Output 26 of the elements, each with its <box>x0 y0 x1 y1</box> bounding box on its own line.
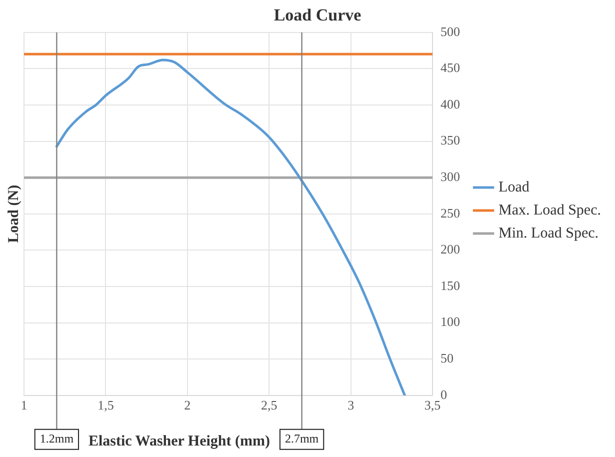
y-tick-label: 300 <box>440 169 460 184</box>
x-tick-label: 2,5 <box>260 398 278 413</box>
legend-label: Min. Load Spec. <box>498 225 599 242</box>
y-tick-label: 50 <box>440 350 454 366</box>
chart-title: Load Curve <box>274 6 362 25</box>
legend-label: Max. Load Spec. <box>498 202 602 218</box>
ref-line-label: 2.7mm <box>284 432 320 446</box>
y-tick-label: 350 <box>440 132 460 148</box>
y-tick-label: 400 <box>440 96 460 112</box>
y-tick-label: 150 <box>440 278 460 293</box>
y-tick-label: 250 <box>440 205 460 220</box>
y-tick-label: 450 <box>440 60 460 76</box>
y-tick-label: 0 <box>440 386 448 402</box>
y-tick-label: 100 <box>440 314 460 330</box>
x-tick-label: 2 <box>184 398 191 413</box>
x-axis-title: Elastic Washer Height (mm) <box>88 433 270 450</box>
y-axis-title: Load (N) <box>6 184 22 243</box>
x-tick-label: 3,5 <box>424 398 441 413</box>
x-tick-label: 3 <box>348 398 354 413</box>
ref-line-label: 1.2mm <box>40 432 74 446</box>
x-tick-label: 1,5 <box>98 398 114 413</box>
y-tick-label: 500 <box>440 24 460 39</box>
x-tick-label: 1 <box>20 398 28 413</box>
line-series <box>55 58 406 396</box>
y-tick-label: 200 <box>440 242 460 257</box>
legend-label: Load <box>498 179 530 196</box>
